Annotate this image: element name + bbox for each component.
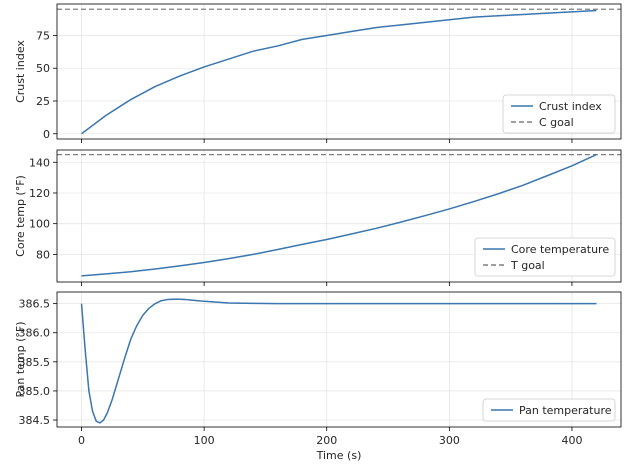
y-tick-label: 384.5	[19, 414, 51, 427]
series-line-core-temperature	[81, 153, 597, 277]
legend-box	[502, 94, 616, 134]
y-tick-label: 140	[29, 156, 50, 169]
legend-entry-label: Core temperature	[511, 243, 609, 256]
y-axis-label: Pan temp (°F)	[14, 321, 27, 397]
subplot-1: 0 25 50 75 Crust index Crust index C goal	[14, 3, 622, 143]
y-axis-label: Core temp (°F)	[14, 175, 27, 257]
y-tick-label: 385.5	[19, 356, 51, 369]
legend-entry-label: Pan temperature	[519, 404, 612, 417]
axes-frame	[56, 149, 622, 283]
legend: Crust index C goal	[502, 94, 616, 134]
legend-box	[474, 237, 616, 277]
legend-entry-label: C goal	[539, 116, 574, 129]
y-tick-label: 25	[36, 95, 50, 108]
legend: Pan temperature	[482, 398, 616, 422]
legend-entry-label: Crust index	[539, 100, 602, 113]
axes-frame	[56, 291, 622, 428]
series-line-crust-index	[81, 9, 597, 135]
x-axis-label: Time (s)	[316, 449, 362, 462]
y-tick-label: 50	[36, 62, 50, 75]
y-tick-label: 100	[29, 218, 50, 231]
x-tick-label: 100	[194, 434, 215, 447]
y-tick-label: 80	[36, 248, 50, 261]
y-tick-label: 385.0	[19, 385, 51, 398]
x-tick-label: 0	[78, 434, 85, 447]
y-tick-label: 386.5	[19, 298, 51, 311]
y-axis-label: Crust index	[14, 40, 27, 103]
axes-frame	[56, 3, 622, 140]
x-tick-label: 400	[561, 434, 582, 447]
series-line-pan-temperature	[80, 298, 597, 424]
subplot-3: 384.5 385.0 385.5 386.0 386.5 0 100 200 300 400 Pa…	[14, 291, 622, 462]
y-tick-label: 0	[43, 128, 50, 141]
y-tick-label: 386.0	[19, 327, 51, 340]
legend: Core temperature T goal	[474, 237, 616, 277]
x-tick-label: 200	[316, 434, 337, 447]
x-tick-label: 300	[439, 434, 460, 447]
y-tick-label: 120	[29, 187, 50, 200]
legend-entry-label: T goal	[510, 259, 545, 272]
legend-box	[482, 398, 616, 422]
y-tick-label: 75	[36, 29, 50, 42]
